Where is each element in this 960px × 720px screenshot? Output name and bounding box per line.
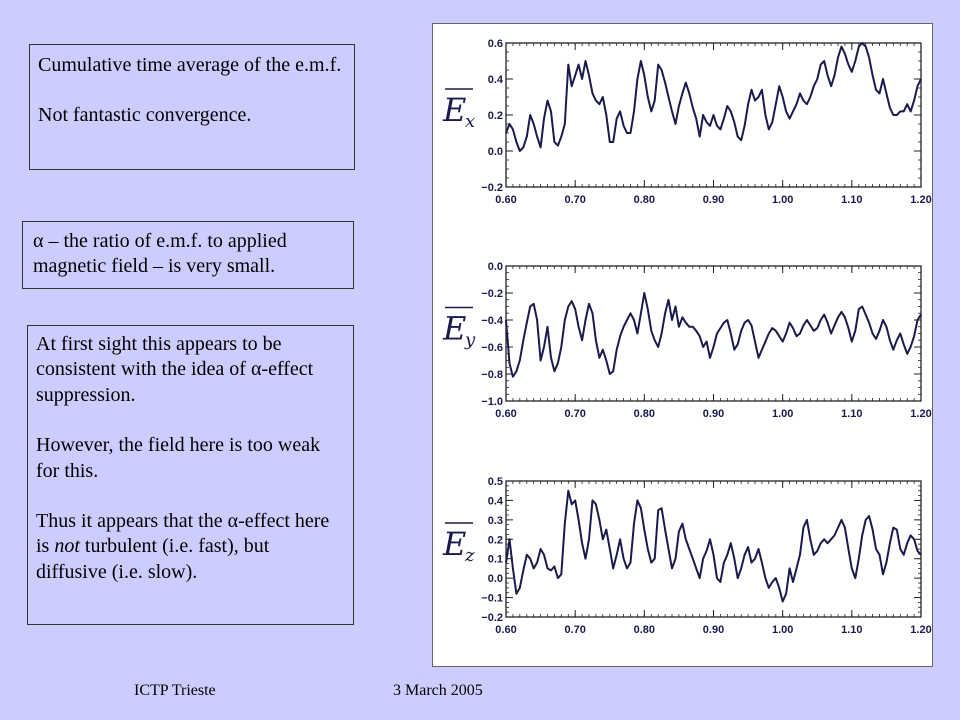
chart-x-ylabel-symbol: E (442, 91, 466, 129)
chart-z-x-tick-label: 0.60 (495, 624, 516, 636)
chart-y-y-tick-label: −0.6 (481, 342, 503, 354)
chart-x-x-tick-label: 0.90 (703, 194, 724, 206)
chart-z-y-tick-label: 0.4 (488, 495, 504, 507)
chart-z-y-tick-label: −0.1 (481, 593, 503, 605)
chart-z-y-tick-label: 0.2 (488, 534, 503, 546)
chart-z-x-tick-label: 0.90 (703, 624, 724, 636)
chart-x-ylabel-subscript: x (465, 111, 475, 132)
interpretation-paragraph-1: At first sight this appears to be consis… (36, 333, 314, 406)
chart-x-x-tick-label: 1.00 (772, 194, 793, 206)
chart-x-y-tick-label: 0.0 (488, 146, 503, 158)
summary-line-2: Not fantastic convergence. (38, 104, 252, 127)
summary-line-1: Cumulative time average of the e.m.f. (38, 54, 342, 76)
chart-x-x-tick-label: 1.20 (910, 194, 931, 206)
interpretation-paragraph-2: However, the field here is too weak for … (36, 434, 321, 482)
chart-x-y-tick-label: 0.6 (488, 38, 503, 50)
chart-z-x-tick-label: 1.00 (772, 624, 793, 636)
chart-z-x-tick-label: 0.70 (564, 624, 585, 636)
chart-x-y-tick-label: 0.4 (488, 74, 504, 86)
chart-x-x-tick-label: 0.80 (634, 194, 655, 206)
chart-y-x-tick-label: 1.20 (910, 408, 931, 420)
interpretation-p3-emphasis: not (54, 535, 80, 558)
interpretation-paragraph-3: Thus it appears that the α-effect here i… (36, 509, 345, 585)
footer-venue: ICTP Trieste (134, 682, 216, 699)
chart-x-x-tick-label: 0.70 (564, 194, 585, 206)
chart-z-ylabel-subscript: z (464, 545, 475, 566)
chart-y-x-tick-label: 1.00 (772, 408, 793, 420)
chart-y-ylabel-subscript: y (464, 330, 476, 351)
chart-z-x-tick-label: 0.80 (634, 624, 655, 636)
chart-z-y-tick-label: 0.5 (488, 476, 503, 488)
chart-y-x-tick-label: 0.80 (634, 408, 655, 420)
chart-z-ylabel-symbol: E (442, 525, 466, 563)
chart-x-series-line (505, 42, 922, 152)
interpretation-p3-start: Thus it appears that the α-effect here i… (36, 509, 330, 558)
emf-charts-svg: 0.60 0.70 0.80 0.90 1.00 1.10 1.20 −0.2 0.0 0.2 0.… (442, 38, 932, 636)
chart-z-y-tick-label: 0.0 (488, 573, 503, 585)
chart-z-x-tick-label: 1.10 (841, 624, 862, 636)
emf-figure-panel: 0.60 0.70 0.80 0.90 1.00 1.10 1.20 −0.2 0.0 0.2 0.… (432, 23, 933, 667)
chart-z-frame (505, 480, 922, 618)
chart-y-y-tick-label: −0.2 (481, 288, 503, 300)
chart-y-frame (505, 265, 922, 402)
chart-y-series-line (505, 292, 922, 378)
chart-y-y-tick-label: −0.8 (481, 369, 503, 381)
chart-y-x-tick-label: 1.10 (841, 408, 862, 420)
chart-z-y-tick-label: −0.2 (481, 612, 503, 624)
chart-y-x-tick-label: 0.60 (495, 408, 516, 420)
chart-z-y-tick-label: 0.1 (488, 554, 503, 566)
chart-y-y-tick-label: −0.4 (481, 315, 504, 327)
chart-z-series-line (505, 489, 922, 603)
footer-date: 3 March 2005 (393, 682, 483, 699)
chart-x-y-tick-label: 0.2 (488, 110, 503, 122)
alpha-definition-textbox: α – the ratio of e.m.f. to applied magne… (22, 221, 354, 289)
chart-x-y-tick-label: −0.2 (481, 182, 503, 194)
chart-y-x-tick-label: 0.70 (564, 408, 585, 420)
chart-z-y-tick-label: 0.3 (488, 515, 503, 527)
alpha-definition-text: α – the ratio of e.m.f. to applied magne… (33, 230, 287, 278)
chart-y-y-tick-label: −1.0 (481, 396, 503, 408)
chart-x-x-tick-label: 1.10 (841, 194, 862, 206)
chart-x-x-tick-label: 0.60 (495, 194, 516, 206)
chart-y-x-tick-label: 0.90 (703, 408, 724, 420)
interpretation-p3-end: turbulent (i.e. fast), but diffusive (i.… (36, 535, 270, 583)
chart-y-y-tick-label: 0.0 (488, 261, 503, 273)
interpretation-textbox: At first sight this appears to be consis… (27, 325, 354, 625)
chart-y-ylabel-symbol: E (442, 310, 466, 348)
summary-textbox: Cumulative time average of the e.m.f. No… (29, 44, 355, 170)
chart-z-x-tick-label: 1.20 (910, 624, 931, 636)
